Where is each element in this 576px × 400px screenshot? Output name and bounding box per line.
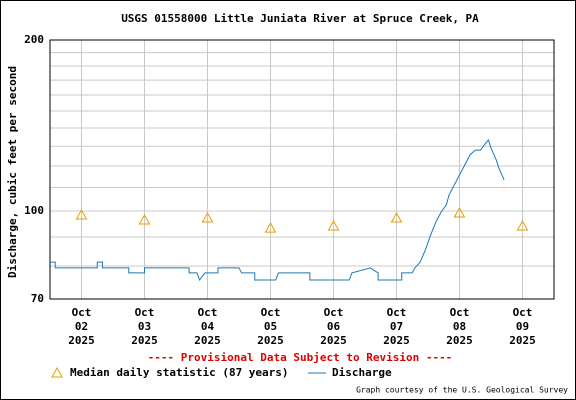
median-marker (75, 208, 88, 220)
y-tick-label: 100 (24, 204, 44, 217)
legend-label: Median daily statistic (87 years) (70, 366, 289, 379)
median-marker (516, 219, 529, 231)
x-tick-label: Oct 06 2025 (320, 306, 347, 347)
median-marker (264, 222, 277, 233)
median-marker (453, 206, 466, 218)
x-tick-label: Oct 09 2025 (509, 306, 536, 347)
median-marker (201, 211, 214, 223)
provisional-note: ---- Provisional Data Subject to Revisio… (148, 351, 453, 364)
x-tick-label: Oct 08 2025 (446, 306, 473, 347)
y-tick-label: 70 (31, 292, 44, 305)
median-marker (327, 219, 340, 231)
discharge-line (50, 138, 505, 282)
x-tick-label: Oct 02 2025 (68, 306, 95, 347)
median-marker (390, 211, 403, 223)
y-tick-label: 200 (24, 33, 44, 46)
x-tick-label: Oct 04 2025 (194, 306, 221, 347)
x-tick-label: Oct 03 2025 (131, 306, 158, 347)
credit: Graph courtesy of the U.S. Geological Su… (356, 386, 568, 395)
chart-title: USGS 01558000 Little Juniata River at Sp… (121, 12, 479, 25)
legend-marker (51, 366, 63, 378)
x-tick-label: Oct 05 2025 (257, 306, 284, 347)
x-tick-label: Oct 07 2025 (383, 306, 410, 347)
median-marker (138, 214, 151, 225)
plot-area (49, 39, 555, 300)
y-axis-label: Discharge, cubic feet per second (6, 66, 19, 278)
legend-label: Discharge (332, 366, 392, 379)
